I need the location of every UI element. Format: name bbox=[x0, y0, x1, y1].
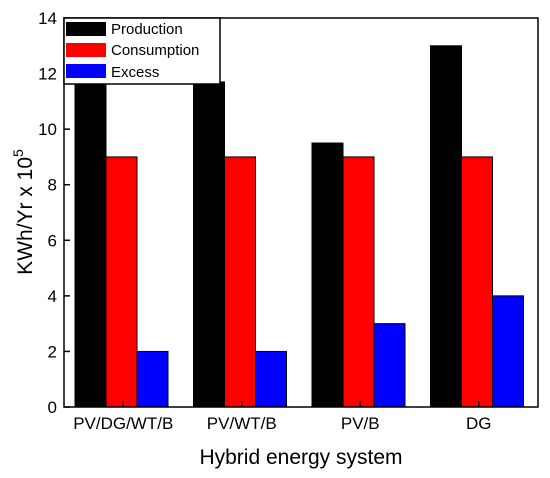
y-tick-label-0: 0 bbox=[48, 398, 57, 417]
y-axis-title: KWh/Yr x 105 bbox=[10, 149, 37, 275]
y-tick-label-2: 4 bbox=[48, 287, 57, 306]
bar-consumption-3 bbox=[461, 156, 493, 408]
legend-swatch-production bbox=[66, 22, 106, 36]
y-tick-label-7: 14 bbox=[38, 9, 57, 28]
x-axis: PV/DG/WT/B PV/WT/B PV/B DG bbox=[73, 401, 492, 433]
x-tick-label-0: PV/DG/WT/B bbox=[73, 414, 173, 433]
x-axis-title: Hybrid energy system bbox=[199, 446, 402, 469]
bar-excess-0 bbox=[136, 350, 169, 408]
bar-production-3 bbox=[430, 45, 462, 408]
y-tick-label-5: 10 bbox=[38, 120, 57, 139]
x-tick-label-2: PV/B bbox=[341, 414, 380, 433]
y-tick-label-3: 6 bbox=[48, 231, 57, 250]
bar-excess-2 bbox=[373, 323, 406, 408]
legend-swatch-excess bbox=[66, 64, 106, 78]
legend-label-consumption: Consumption bbox=[111, 42, 199, 59]
bar-excess-3 bbox=[492, 295, 524, 408]
legend-label-production: Production bbox=[111, 21, 183, 38]
bar-consumption-1 bbox=[224, 156, 256, 408]
legend: Production Consumption Excess bbox=[63, 17, 221, 85]
x-tick-label-1: PV/WT/B bbox=[207, 414, 277, 433]
legend-label-excess: Excess bbox=[111, 64, 159, 81]
bar-production-0 bbox=[74, 81, 107, 408]
bar-production-2 bbox=[311, 142, 344, 408]
y-axis-title-base: KWh/Yr x 10 bbox=[14, 157, 37, 275]
y-axis-title-exponent: 5 bbox=[10, 149, 26, 157]
bar-excess-1 bbox=[255, 350, 287, 408]
y-tick-label-4: 8 bbox=[48, 176, 57, 195]
plot-frame bbox=[63, 17, 539, 408]
y-tick-label-1: 2 bbox=[48, 342, 57, 361]
x-tick-label-3: DG bbox=[466, 414, 492, 433]
y-tick-label-6: 12 bbox=[38, 65, 57, 84]
bar-production-1 bbox=[193, 81, 225, 408]
bar-consumption-0 bbox=[105, 156, 138, 408]
bar-consumption-2 bbox=[342, 156, 375, 408]
legend-swatch-consumption bbox=[66, 43, 106, 57]
bars-group bbox=[74, 45, 524, 408]
